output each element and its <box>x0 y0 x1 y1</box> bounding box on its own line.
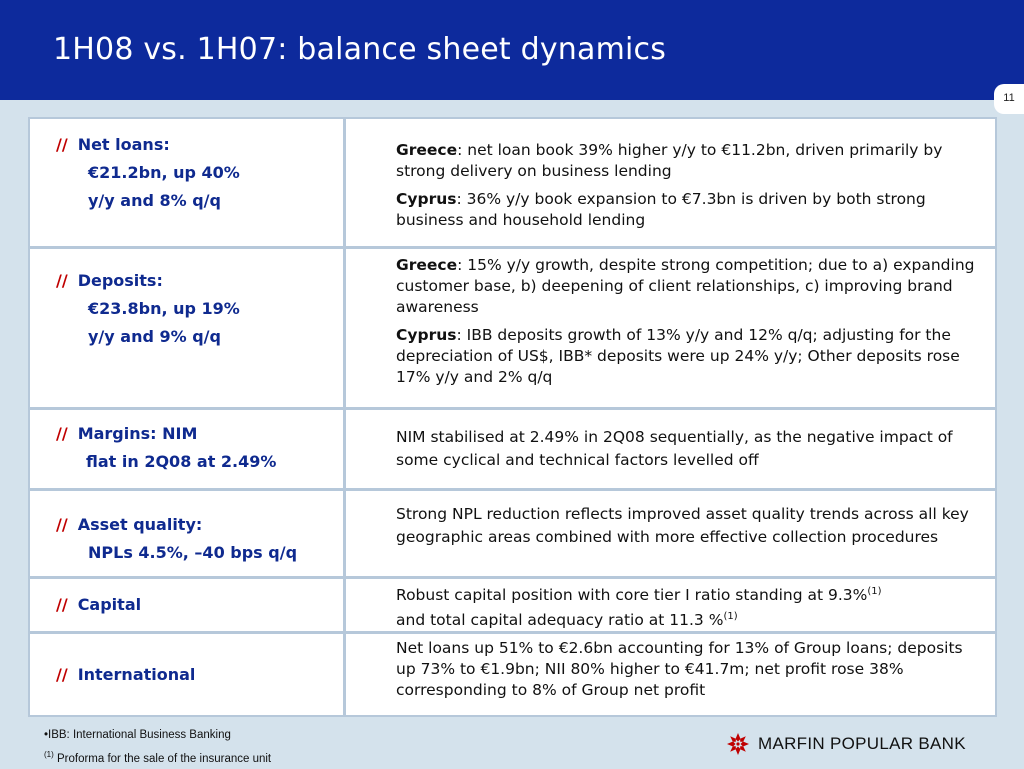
row-description-cell: Net loans up 51% to €2.6bn accounting fo… <box>346 634 995 715</box>
footnote-proforma: (1) Proforma for the sale of the insuran… <box>44 750 272 765</box>
row-label-cell: // International <box>30 634 343 715</box>
row-description-cell: Greece: 15% y/y growth, despite strong c… <box>346 249 995 407</box>
row-label-detail: y/y and 8% q/q <box>88 191 221 210</box>
row-marker: // <box>56 271 68 290</box>
row-label-detail: flat in 2Q08 at 2.49% <box>86 452 277 471</box>
row-label: Capital <box>77 595 142 614</box>
description-paragraph: Strong NPL reduction reflects improved a… <box>396 505 969 546</box>
header-bar: 1H08 vs. 1H07: balance sheet dynamics <box>0 0 1024 100</box>
slide-title: 1H08 vs. 1H07: balance sheet dynamics <box>53 32 667 67</box>
row-label: Deposits: <box>77 271 163 290</box>
description-paragraph: Robust capital position with core tier I… <box>396 586 882 630</box>
table-row-margins: // Margins: NIM flat in 2Q08 at 2.49% NIM… <box>30 410 995 488</box>
description-paragraph: Greece: 15% y/y growth, despite strong c… <box>396 256 975 316</box>
row-label-cell: // Capital <box>30 579 343 631</box>
row-marker: // <box>56 665 68 684</box>
content-table: // Net loans: €21.2bn, up 40% y/y and 8% … <box>28 117 997 717</box>
description-paragraph: Greece: net loan book 39% higher y/y to … <box>396 141 943 180</box>
row-label-cell: // Net loans: €21.2bn, up 40% y/y and 8% … <box>30 119 343 246</box>
row-label: Margins: NIM <box>77 424 198 443</box>
row-label-cell: // Margins: NIM flat in 2Q08 at 2.49% <box>30 410 343 488</box>
table-row-net-loans: // Net loans: €21.2bn, up 40% y/y and 8% … <box>30 119 995 246</box>
page-number-tab: 11 <box>994 84 1024 114</box>
table-row-capital: // Capital Robust capital position with c… <box>30 579 995 631</box>
description-paragraph: Cyprus: IBB deposits growth of 13% y/y a… <box>396 326 960 386</box>
description-paragraph: NIM stabilised at 2.49% in 2Q08 sequenti… <box>396 428 953 469</box>
bank-name: MARFIN POPULAR BANK <box>758 734 966 753</box>
row-description-cell: Greece: net loan book 39% higher y/y to … <box>346 119 995 246</box>
table-row-asset-quality: //Asset quality: NPLs 4.5%, –40 bps q/q … <box>30 491 995 576</box>
footnote-ibb: •IBB: International Business Banking <box>44 729 231 741</box>
row-marker: // <box>56 595 68 614</box>
description-paragraph: Cyprus: 36% y/y book expansion to €7.3bn… <box>396 190 926 229</box>
marfin-logo-icon <box>727 733 749 755</box>
row-label-cell: // Asset quality: NPLs 4.5%, –40 bps q/q <box>30 491 343 576</box>
description-paragraph: Net loans up 51% to €2.6bn accounting fo… <box>396 639 963 699</box>
row-marker: // <box>56 135 68 154</box>
row-marker: // <box>56 424 68 443</box>
row-description-cell: NIM stabilised at 2.49% in 2Q08 sequenti… <box>346 410 995 488</box>
table-row-deposits: // Deposits: €23.8bn, up 19% y/y and 9% q… <box>30 249 995 407</box>
row-marker: // <box>56 515 68 534</box>
row-label-detail: €21.2bn, up 40% <box>88 163 240 182</box>
row-label-detail: y/y and 9% q/q <box>88 327 221 346</box>
row-description-cell: Robust capital position with core tier I… <box>346 579 995 631</box>
table-row-international: // International Net loans up 51% to €2.6… <box>30 634 995 715</box>
row-label-detail: €23.8bn, up 19% <box>88 299 240 318</box>
row-label: International <box>77 665 196 684</box>
bank-logo: MARFIN POPULAR BANK <box>726 731 966 757</box>
page-number: 11 <box>1003 92 1015 104</box>
footnotes: •IBB: International Business Banking (1)… <box>44 726 271 769</box>
row-description-cell: Strong NPL reduction reflects improved a… <box>346 491 995 576</box>
row-label: Asset quality: <box>77 515 203 534</box>
row-label: Net loans: <box>77 135 170 154</box>
row-label-detail: NPLs 4.5%, –40 bps q/q <box>88 543 298 562</box>
row-label-cell: // Deposits: €23.8bn, up 19% y/y and 9% q… <box>30 249 343 407</box>
